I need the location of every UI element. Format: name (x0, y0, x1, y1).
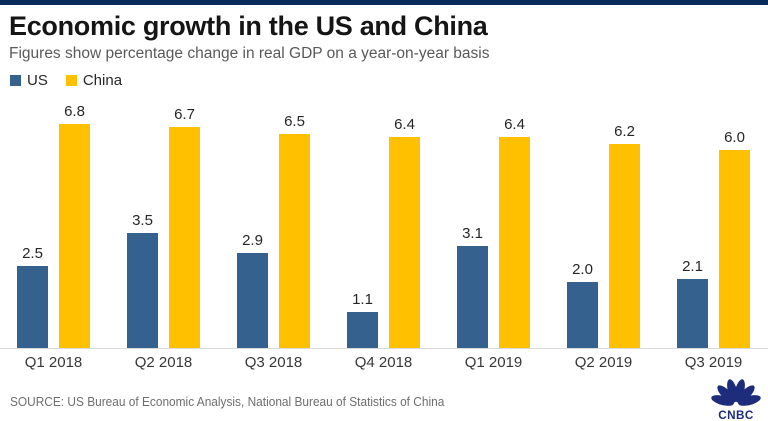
bar-group: 2.1 6.0 (677, 129, 750, 349)
bar-column: 6.4 (389, 116, 420, 349)
bar-china (279, 133, 310, 349)
bar-value-label: 6.4 (504, 116, 525, 134)
x-axis-label: Q2 2019 (574, 354, 633, 372)
legend-item-china: China (65, 71, 123, 89)
bar-us (347, 312, 378, 349)
bar-column: 2.1 (677, 258, 708, 349)
peacock-icon (711, 379, 761, 406)
bar-value-label: 2.0 (572, 261, 593, 279)
chart-subtitle: Figures show percentage change in real G… (9, 45, 490, 63)
bar-column: 2.5 (17, 245, 48, 349)
bar-us (567, 282, 598, 349)
bar-column: 3.5 (127, 212, 158, 349)
cnbc-logo: CNBC (711, 379, 761, 421)
bar-group: 3.1 6.4 (457, 116, 530, 349)
plot-area: 2.5 6.8 3.5 6.7 2.9 6.5 1.1 6.4 3.1 6.4 2.0 6.2 2.1 6… (0, 101, 768, 350)
cnbc-logo-text: CNBC (718, 409, 754, 421)
bar-column: 6.5 (279, 113, 310, 349)
us-swatch-icon (10, 74, 21, 86)
legend-item-us: US (10, 72, 48, 89)
bar-group: 3.5 6.7 (127, 106, 200, 349)
bar-value-label: 2.5 (22, 244, 43, 262)
bar-china (169, 127, 200, 349)
bar-value-label: 6.5 (284, 112, 305, 130)
china-swatch-icon (65, 74, 77, 86)
source-credit: SOURCE: US Bureau of Economic Analysis, … (10, 395, 445, 409)
x-axis-label: Q3 2018 (244, 354, 303, 372)
bar-us (237, 252, 268, 349)
bar-column: 1.1 (347, 291, 378, 349)
bar-us (17, 265, 48, 349)
bar-china (59, 124, 90, 349)
bar-group: 1.1 6.4 (347, 116, 420, 349)
x-axis-label: Q4 2018 (354, 354, 413, 372)
chart-header: Economic growth in the US and China Figu… (0, 5, 768, 63)
legend-label-us: US (27, 71, 48, 89)
bar-value-label: 6.2 (614, 122, 635, 140)
bar-value-label: 3.5 (132, 211, 153, 229)
x-axis-label: Q2 2018 (134, 354, 193, 372)
bar-group: 2.5 6.8 (17, 103, 90, 349)
bar-value-label: 3.1 (462, 225, 483, 243)
bar-column: 6.7 (169, 106, 200, 349)
bar-column: 6.4 (499, 116, 530, 349)
x-axis-label: Q1 2018 (24, 354, 83, 372)
bar-china (609, 143, 640, 349)
bar-value-label: 6.4 (394, 116, 415, 134)
top-accent-strip (0, 0, 768, 5)
x-axis-label: Q3 2019 (684, 354, 743, 372)
bar-us (457, 246, 488, 349)
legend: US China (10, 71, 768, 89)
bar-china (499, 137, 530, 349)
bar-column: 6.8 (59, 103, 90, 349)
chart-title: Economic growth in the US and China (9, 11, 488, 41)
bar-group: 2.9 6.5 (237, 113, 310, 349)
bar-column: 2.9 (237, 232, 268, 349)
bar-group: 2.0 6.2 (567, 123, 640, 349)
bar-china (389, 137, 420, 349)
bar-value-label: 6.8 (64, 103, 85, 120)
bar-value-label: 2.1 (682, 258, 703, 276)
bar-china (719, 150, 750, 349)
bar-value-label: 6.0 (724, 129, 745, 147)
bar-column: 6.2 (609, 123, 640, 349)
bar-column: 6.0 (719, 129, 750, 349)
x-axis-label: Q1 2019 (464, 354, 523, 372)
bar-column: 3.1 (457, 225, 488, 349)
bar-us (677, 279, 708, 349)
bar-value-label: 6.7 (174, 106, 195, 124)
bar-value-label: 2.9 (242, 231, 263, 249)
x-axis: Q1 2018 Q2 2018 Q3 2018 Q4 2018 Q1 2019 Q2 20… (0, 349, 768, 371)
bar-us (127, 232, 158, 349)
legend-label-china: China (82, 71, 123, 89)
bar-column: 2.0 (567, 261, 598, 349)
bar-value-label: 1.1 (352, 291, 373, 309)
